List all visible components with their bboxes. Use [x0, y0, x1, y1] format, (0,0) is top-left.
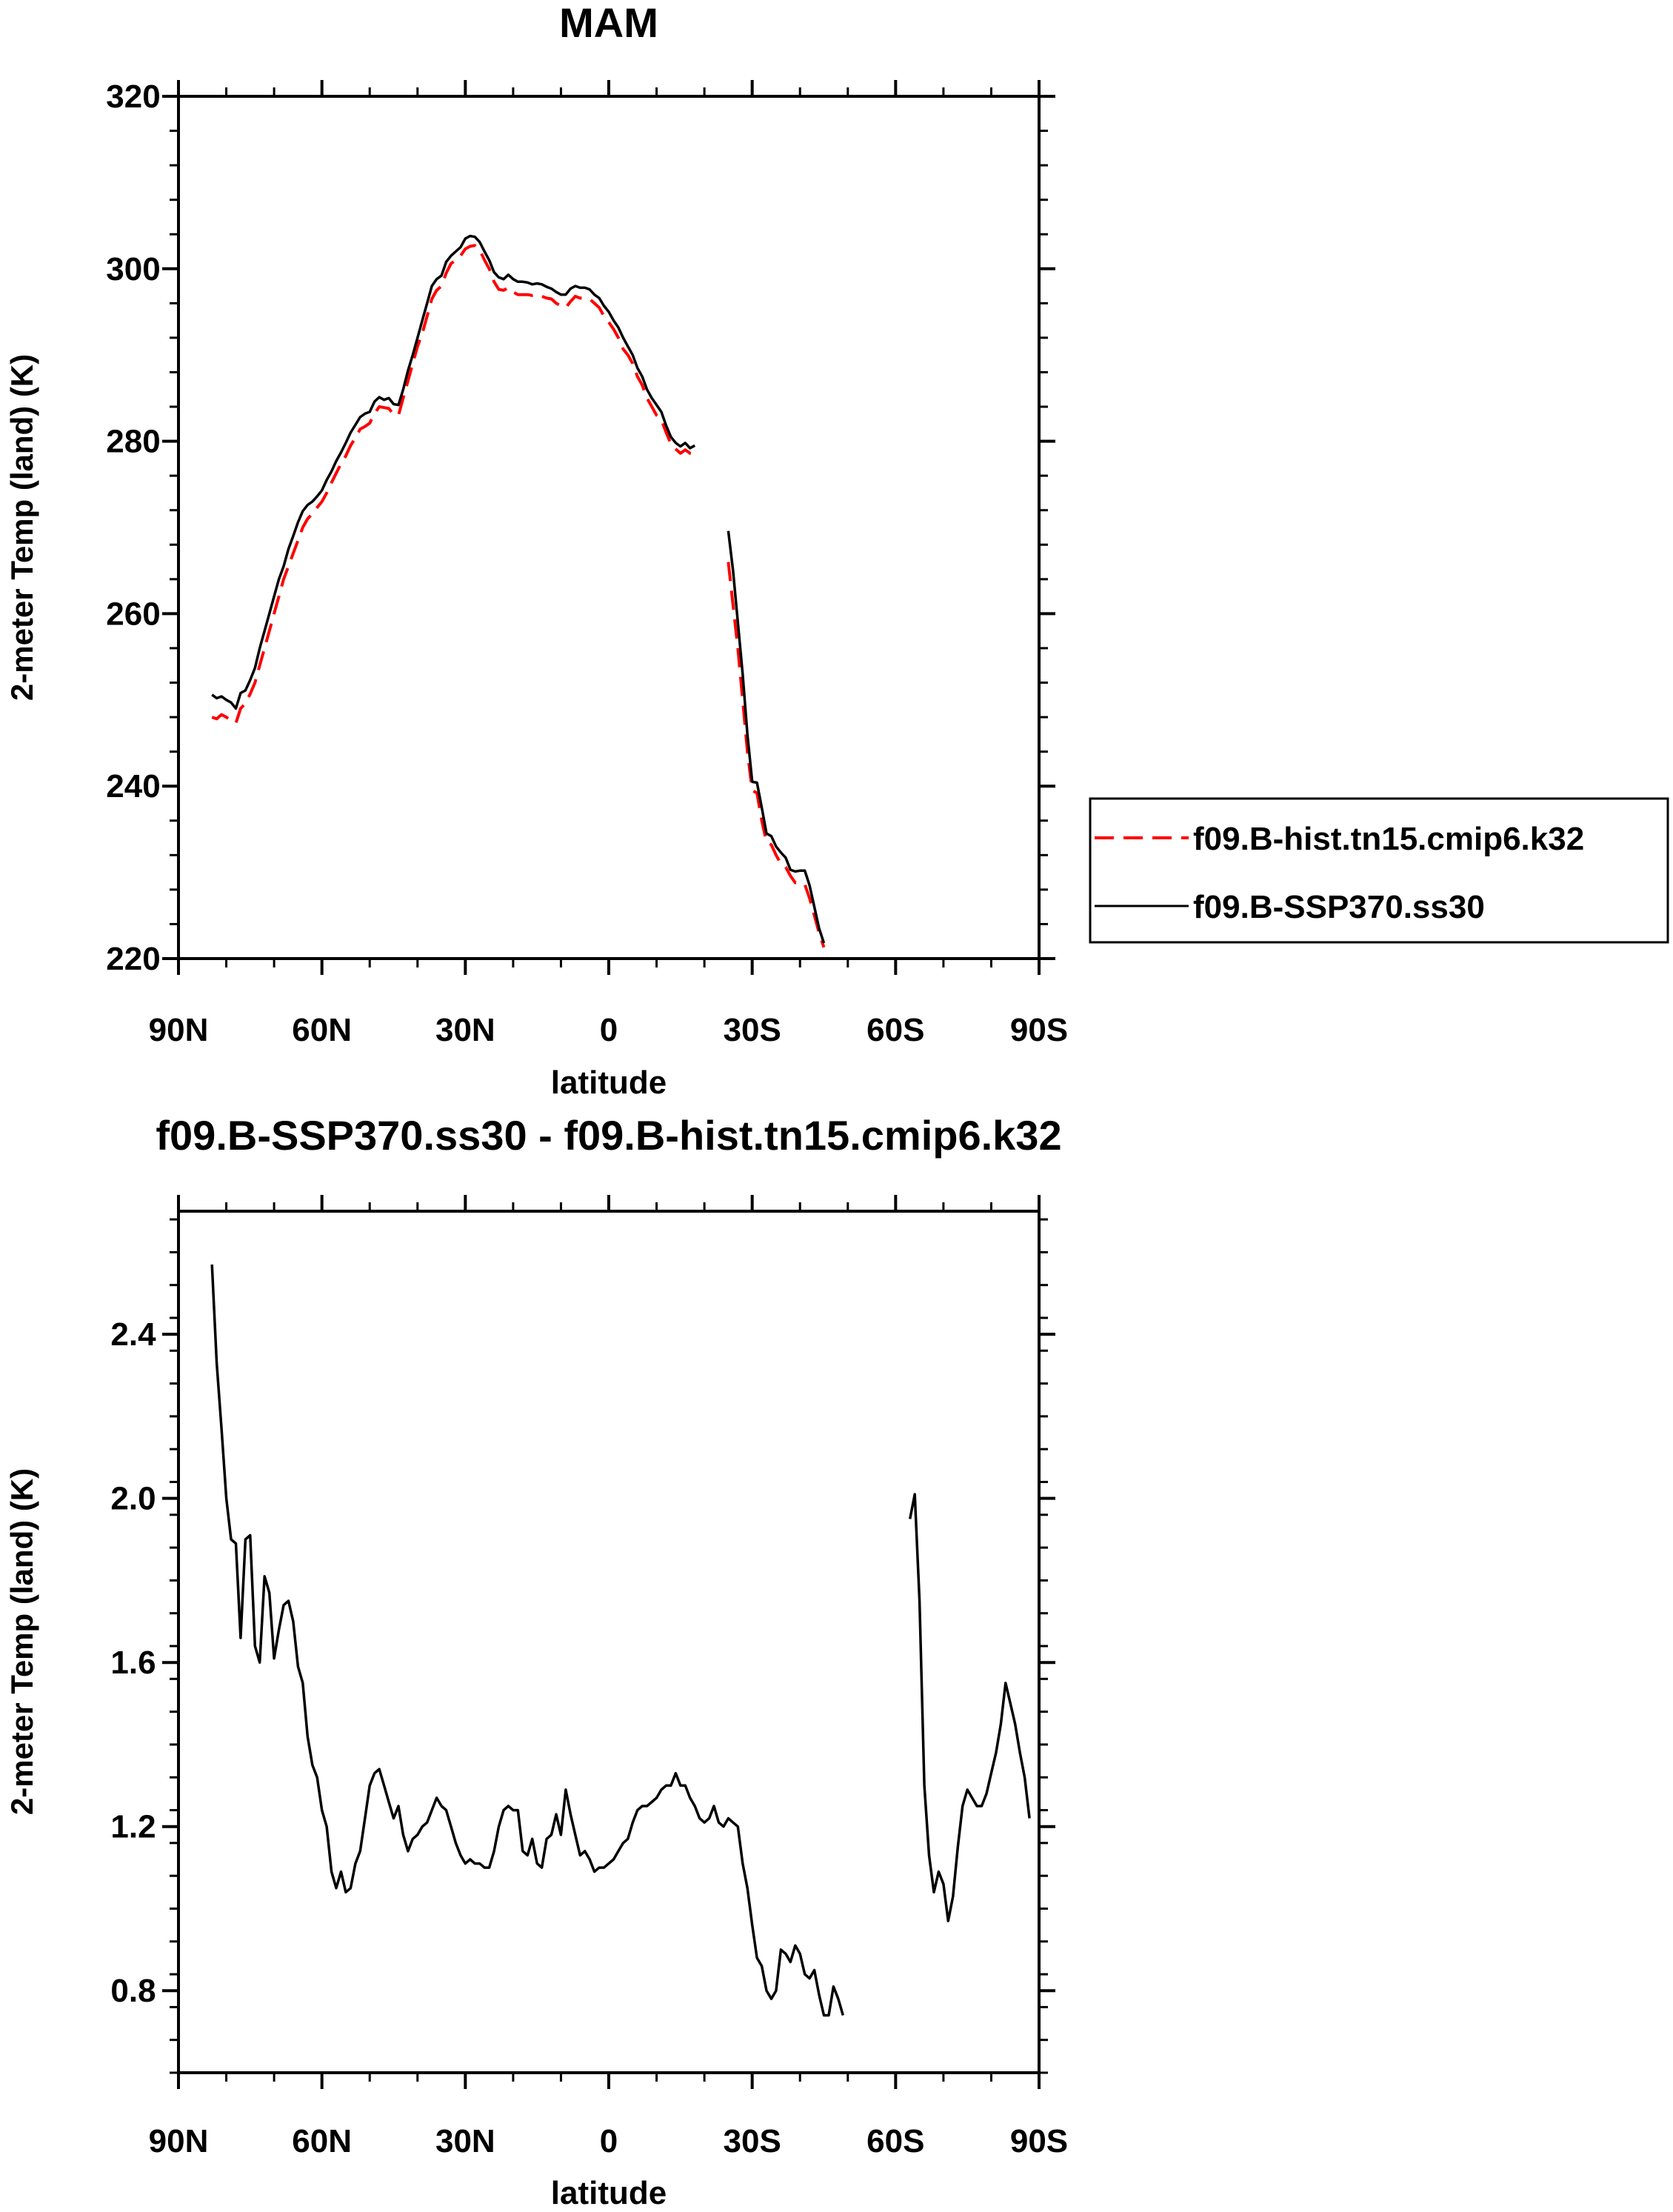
y-tick-label: 1.2 — [110, 1809, 156, 1845]
legend: f09.B-hist.tn15.cmip6.k32 f09.B-SSP370.s… — [1089, 797, 1669, 944]
series-line-f09-b-ssp370-ss30-f09-b-hist-tn15-cmip6-k32-segment-1 — [210, 1264, 844, 2017]
y-tick-label: 0.8 — [110, 1973, 156, 2009]
series-group — [211, 234, 826, 948]
y-axis-label: 2-meter Temp (land) (K) — [4, 354, 39, 701]
x-tick-label: 30N — [435, 2123, 495, 2159]
legend-label-hist: f09.B-hist.tn15.cmip6.k32 — [1193, 821, 1584, 857]
x-tick-label: 90S — [1010, 2123, 1068, 2159]
y-tick-label: 1.6 — [110, 1645, 156, 1681]
x-tick-label: 0 — [600, 2123, 618, 2159]
y-tick-label: 2.0 — [110, 1481, 156, 1517]
x-axis-label: latitude — [551, 2175, 667, 2211]
y-axis-label: 2-meter Temp (land) (K) — [4, 1468, 39, 1815]
x-tick-label: 30S — [724, 2123, 781, 2159]
x-tick-label: 90S — [1010, 1012, 1068, 1048]
x-tick-labels: 90N 60N 30N 0 30S 60S 90S — [149, 1012, 1069, 1048]
series-group — [210, 1264, 1031, 2017]
y-tick-label: 220 — [106, 941, 160, 977]
panel-2-title: f09.B-SSP370.ss30 - f09.B-hist.tn15.cmip… — [156, 1112, 1061, 1159]
axis-ticks — [162, 80, 1055, 975]
y-tick-label: 300 — [106, 251, 160, 287]
x-tick-label: 0 — [600, 1012, 618, 1048]
series-line-f09-b-hist-tn15-cmip6-k32-segment-1 — [211, 244, 695, 725]
y-tick-label: 320 — [106, 79, 160, 115]
legend-label-ssp370: f09.B-SSP370.ss30 — [1193, 889, 1485, 925]
y-tick-labels: 220 240 260 280 300 320 — [106, 79, 160, 977]
x-tick-label: 30S — [724, 1012, 781, 1048]
y-tick-label: 2.4 — [110, 1316, 156, 1353]
x-axis-label: latitude — [551, 1065, 667, 1101]
x-tick-label: 60S — [866, 2123, 924, 2159]
x-tick-label: 60N — [292, 1012, 352, 1048]
x-tick-labels: 90N 60N 30N 0 30S 60S 90S — [149, 2123, 1069, 2159]
x-tick-label: 90N — [149, 2123, 209, 2159]
x-tick-label: 60S — [866, 1012, 924, 1048]
y-tick-label: 280 — [106, 424, 160, 460]
x-tick-label: 60N — [292, 2123, 352, 2159]
series-line-f09-b-ssp370-ss30-segment-2 — [727, 530, 826, 944]
series-line-f09-b-ssp370-ss30-f09-b-hist-tn15-cmip6-k32-segment-2 — [908, 1493, 1031, 1922]
series-line-f09-b-ssp370-ss30-segment-1 — [211, 234, 696, 710]
panel-1-title: MAM — [559, 0, 658, 46]
legend-box — [1089, 797, 1669, 944]
difference-panel: f09.B-SSP370.ss30 - f09.B-hist.tn15.cmip… — [4, 1112, 1068, 2211]
y-tick-labels: 0.8 1.2 1.6 2.0 2.4 — [110, 1316, 156, 2009]
series-line-f09-b-hist-tn15-cmip6-k32-segment-2 — [727, 562, 826, 948]
axis-ticks — [162, 1195, 1055, 2089]
y-tick-label: 240 — [106, 768, 160, 804]
y-tick-label: 260 — [106, 596, 160, 632]
x-tick-label: 30N — [435, 1012, 495, 1048]
x-tick-label: 90N — [149, 1012, 209, 1048]
